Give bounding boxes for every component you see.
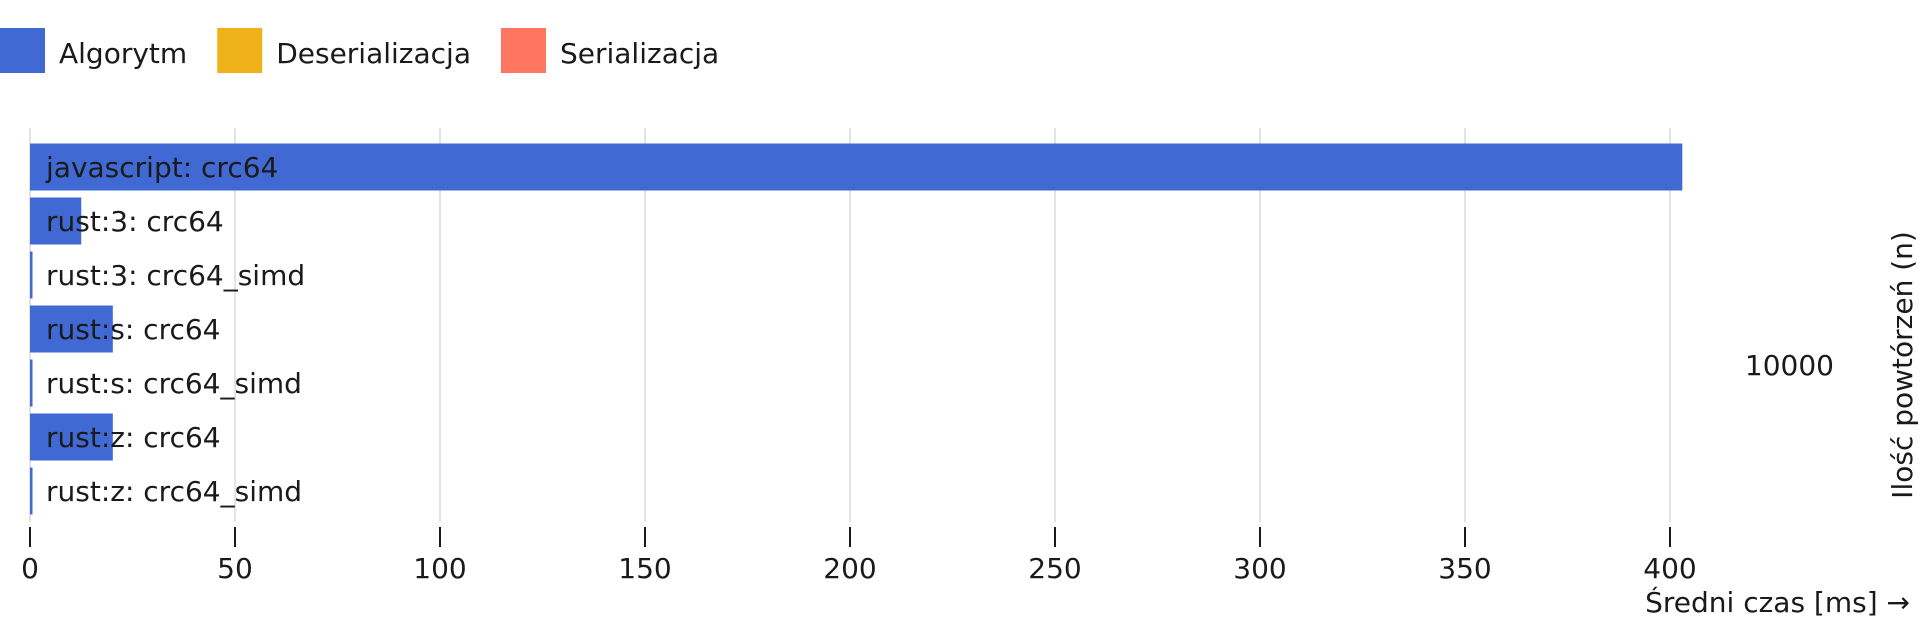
x-tick-label-400: 400 xyxy=(1643,552,1696,585)
bar-algorytm-1 xyxy=(30,197,82,245)
bar-algorytm-5 xyxy=(30,413,113,461)
bar-label-0: javascript: crc64 xyxy=(45,151,278,184)
bar-algorytm-2 xyxy=(30,251,33,299)
x-tick-label-100: 100 xyxy=(413,552,466,585)
x-tick-label-250: 250 xyxy=(1028,552,1081,585)
bars xyxy=(30,143,1683,515)
legend: Algorytm Deserializacja Serializacja xyxy=(0,28,719,73)
legend-label-algorytm: Algorytm xyxy=(59,37,187,70)
grid-lines xyxy=(29,128,1671,522)
bar-algorytm-4 xyxy=(30,359,33,407)
bar-label-1: rust:3: crc64 xyxy=(46,205,224,238)
bar-labels: javascript: crc64 rust:3: crc64 rust:3: cr… xyxy=(45,151,305,508)
bar-label-3: rust:s: crc64 xyxy=(46,313,221,346)
bar-algorytm-3 xyxy=(30,305,113,353)
group-label: 10000 xyxy=(1745,349,1834,382)
x-axis: 0 50 100 150 200 250 300 350 400 xyxy=(21,527,1697,585)
x-tick-label-0: 0 xyxy=(21,552,39,585)
x-tick-label-200: 200 xyxy=(823,552,876,585)
x-axis-title: Średni czas [ms] → xyxy=(1645,585,1910,619)
bar-algorytm-6 xyxy=(30,467,33,515)
legend-swatch-serializacja xyxy=(500,28,546,73)
x-tick-label-150: 150 xyxy=(618,552,671,585)
x-tick-label-350: 350 xyxy=(1438,552,1491,585)
bar-label-6: rust:z: crc64_simd xyxy=(46,475,302,508)
x-tick-label-300: 300 xyxy=(1233,552,1286,585)
y-axis-title: Ilość powtórzeń (n) xyxy=(1886,231,1919,499)
bar-label-5: rust:z: crc64 xyxy=(46,421,221,454)
bar-label-2: rust:3: crc64_simd xyxy=(46,259,305,292)
x-tick-label-50: 50 xyxy=(217,552,253,585)
bar-algorytm-0 xyxy=(30,143,1683,191)
legend-label-serializacja: Serializacja xyxy=(560,37,719,70)
bar-label-4: rust:s: crc64_simd xyxy=(46,367,302,400)
legend-swatch-algorytm xyxy=(0,28,45,73)
legend-label-deserializacja: Deserializacja xyxy=(276,37,471,70)
legend-swatch-deserializacja xyxy=(217,28,263,73)
